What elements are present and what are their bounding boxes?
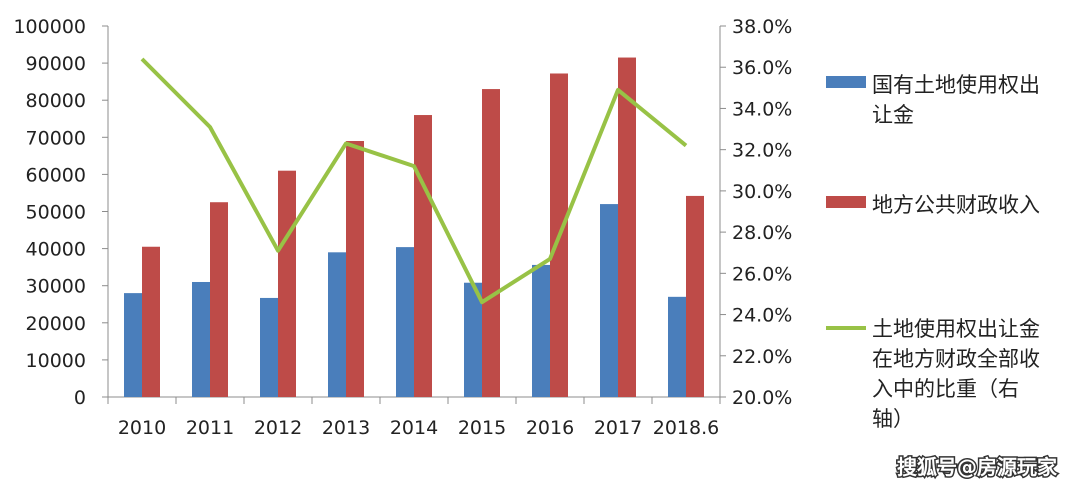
legend-label: 国有土地使用权出	[872, 73, 1040, 97]
right-tick-label: 24.0%	[732, 305, 792, 327]
legend-label: 让金	[872, 103, 914, 127]
x-tick-label: 2014	[390, 417, 438, 439]
x-tick-label: 2018.6	[653, 417, 719, 439]
right-tick-label: 30.0%	[732, 181, 792, 203]
legend-swatch	[826, 76, 866, 88]
x-tick-label: 2011	[186, 417, 234, 439]
axes: 0 10000 20000 30000 40000 50000 60000 70000 8000…	[13, 16, 792, 439]
right-tick-label: 22.0%	[732, 346, 792, 368]
right-tick-label: 20.0%	[732, 387, 792, 409]
right-tick-label: 28.0%	[732, 222, 792, 244]
bar-fiscal-revenue	[346, 141, 364, 397]
bar-land-transfer	[396, 247, 414, 397]
legend-label: 地方公共财政收入	[872, 193, 1040, 217]
left-tick-label: 0	[74, 387, 86, 409]
bars	[124, 57, 704, 397]
bar-fiscal-revenue	[278, 170, 296, 397]
x-tick-label: 2012	[254, 417, 302, 439]
bar-fiscal-revenue	[210, 202, 228, 397]
bar-land-transfer	[532, 264, 550, 397]
right-tick-label: 34.0%	[732, 98, 792, 120]
bar-land-transfer	[328, 252, 346, 397]
bar-land-transfer	[260, 297, 278, 397]
x-tick-label: 2010	[118, 417, 166, 439]
bar-fiscal-revenue	[618, 57, 636, 397]
x-tick-label: 2013	[322, 417, 370, 439]
legend-label: 轴）	[872, 407, 914, 431]
bar-land-transfer	[464, 282, 482, 397]
bar-land-transfer	[668, 296, 686, 397]
legend-swatch	[826, 196, 866, 208]
left-tick-label: 30000	[26, 276, 86, 298]
legend-label: 土地使用权出让金	[872, 317, 1040, 341]
bar-land-transfer	[192, 281, 210, 397]
bar-land-transfer	[600, 204, 618, 397]
watermark: 搜狐号@房源玩家	[897, 455, 1058, 479]
right-tick-label: 36.0%	[732, 57, 792, 79]
left-tick-label: 90000	[26, 53, 86, 75]
bar-land-transfer	[124, 293, 142, 397]
bar-fiscal-revenue	[482, 89, 500, 397]
left-tick-label: 40000	[26, 239, 86, 261]
x-tick-label: 2015	[458, 417, 506, 439]
bar-fiscal-revenue	[414, 115, 432, 397]
left-tick-label: 100000	[13, 16, 86, 38]
left-tick-label: 10000	[26, 350, 86, 372]
right-tick-label: 38.0%	[732, 16, 792, 38]
left-tick-label: 60000	[26, 164, 86, 186]
left-tick-label: 70000	[26, 127, 86, 149]
left-tick-label: 80000	[26, 90, 86, 112]
left-tick-label: 50000	[26, 202, 86, 224]
right-tick-label: 26.0%	[732, 263, 792, 285]
x-tick-label: 2016	[526, 417, 574, 439]
left-tick-label: 20000	[26, 313, 86, 335]
legend: 国有土地使用权出让金地方公共财政收入土地使用权出让金在地方财政全部收入中的比重（…	[826, 73, 1040, 431]
right-tick-label: 32.0%	[732, 140, 792, 162]
legend-label: 在地方财政全部收	[872, 347, 1040, 371]
line-series	[140, 57, 688, 305]
legend-label: 入中的比重（右	[872, 377, 1019, 401]
bar-fiscal-revenue	[142, 246, 160, 397]
x-tick-label: 2017	[594, 417, 642, 439]
bar-fiscal-revenue	[686, 195, 704, 397]
